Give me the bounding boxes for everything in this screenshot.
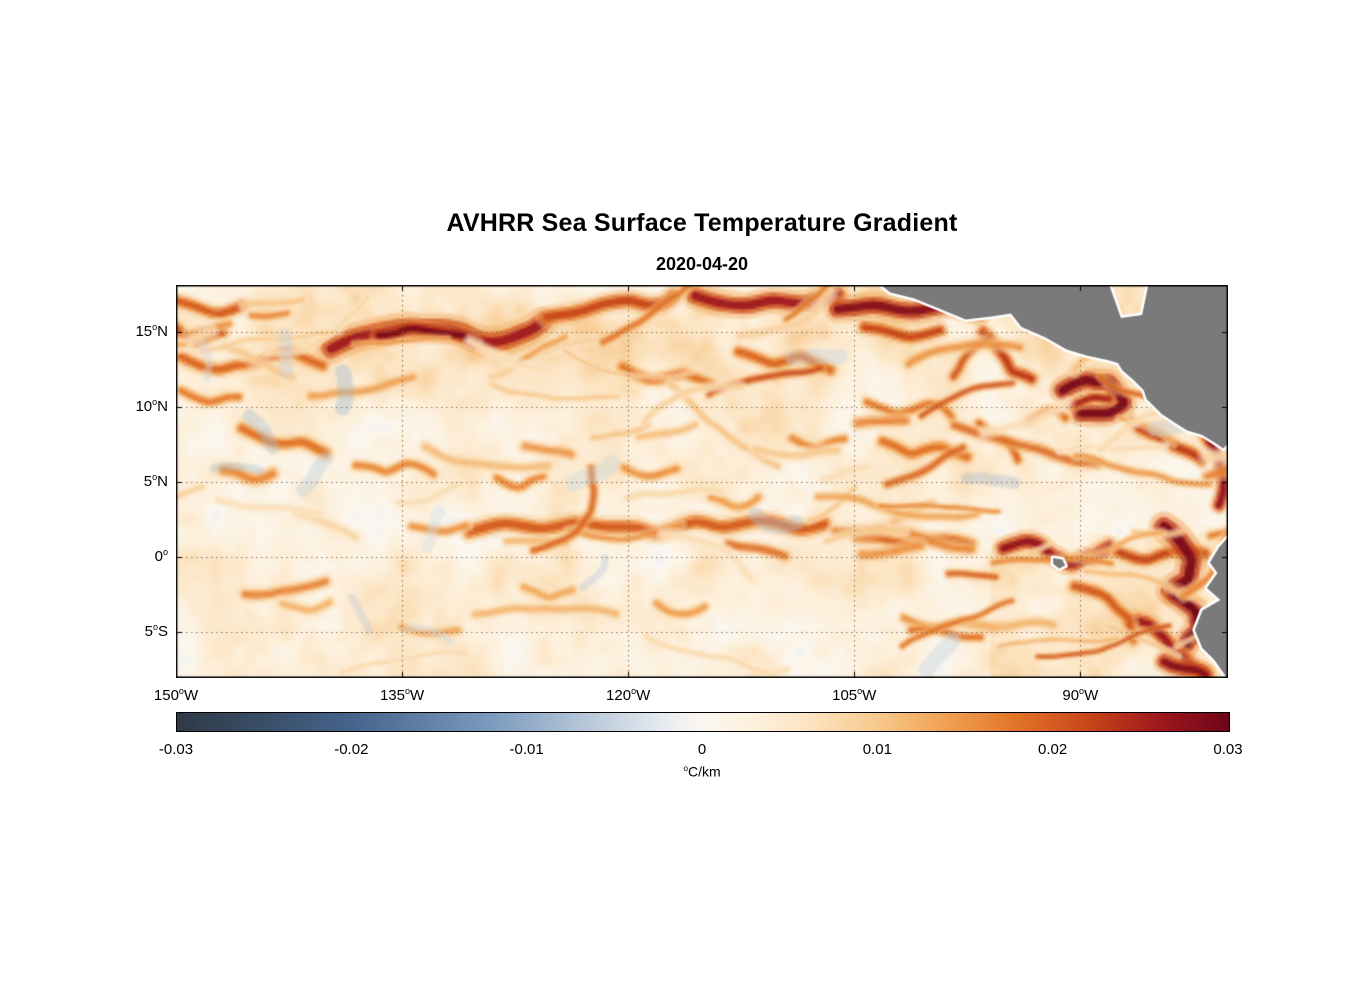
- x-tick-label: 135oW: [379, 686, 425, 704]
- page-title: AVHRR Sea Surface Temperature Gradient: [446, 209, 958, 237]
- colorbar-tick-label: -0.02: [334, 741, 369, 758]
- y-tick-label: 0o: [154, 546, 168, 565]
- colorbar-tick-label: -0.01: [509, 741, 544, 758]
- colorbar-tick-label: 0.02: [1038, 741, 1068, 758]
- y-tick-label: 5oN: [143, 471, 168, 490]
- y-tick-label: 10oN: [135, 396, 168, 415]
- x-tick-label: 150oW: [153, 686, 199, 704]
- colorbar-tick-label: 0: [697, 741, 707, 758]
- chart-subtitle: 2020-04-20: [655, 254, 749, 274]
- y-tick-label: 15oN: [135, 321, 168, 340]
- colorbar-gradient: [176, 712, 1230, 732]
- colorbar-tick-label: -0.03: [158, 741, 194, 758]
- colorbar-tick-label: 0.03: [1213, 741, 1243, 758]
- x-tick-label: 105oW: [832, 686, 877, 704]
- colorbar-unit-label: oC/km: [683, 763, 721, 780]
- sst-gradient-map-canvas: [176, 285, 1228, 678]
- colorbar-tick-label: 0.01: [862, 741, 892, 758]
- y-tick-label: 5oS: [144, 621, 168, 640]
- x-tick-label: 90oW: [1062, 686, 1099, 704]
- x-tick-label: 120oW: [606, 686, 651, 704]
